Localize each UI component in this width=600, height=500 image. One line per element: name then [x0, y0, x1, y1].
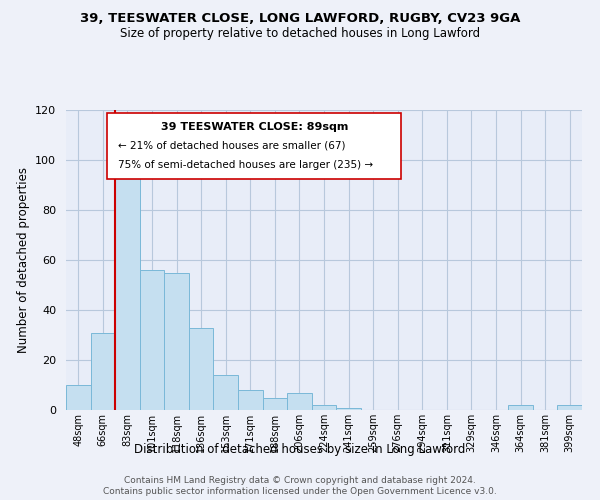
Bar — [91, 332, 115, 410]
Bar — [508, 405, 533, 410]
Text: 39 TEESWATER CLOSE: 89sqm: 39 TEESWATER CLOSE: 89sqm — [161, 122, 348, 132]
Bar — [164, 272, 189, 410]
Text: ← 21% of detached houses are smaller (67): ← 21% of detached houses are smaller (67… — [118, 140, 345, 150]
Bar — [189, 328, 214, 410]
FancyBboxPatch shape — [107, 113, 401, 179]
Text: Size of property relative to detached houses in Long Lawford: Size of property relative to detached ho… — [120, 28, 480, 40]
Bar — [557, 405, 582, 410]
Text: Contains public sector information licensed under the Open Government Licence v3: Contains public sector information licen… — [103, 488, 497, 496]
Y-axis label: Number of detached properties: Number of detached properties — [17, 167, 29, 353]
Bar — [115, 178, 140, 410]
Text: 75% of semi-detached houses are larger (235) →: 75% of semi-detached houses are larger (… — [118, 160, 373, 170]
Bar — [336, 408, 361, 410]
Text: Distribution of detached houses by size in Long Lawford: Distribution of detached houses by size … — [134, 442, 466, 456]
Text: Contains HM Land Registry data © Crown copyright and database right 2024.: Contains HM Land Registry data © Crown c… — [124, 476, 476, 485]
Bar — [287, 392, 312, 410]
Bar — [66, 385, 91, 410]
Bar — [238, 390, 263, 410]
Bar — [214, 375, 238, 410]
Bar — [312, 405, 336, 410]
Text: 39, TEESWATER CLOSE, LONG LAWFORD, RUGBY, CV23 9GA: 39, TEESWATER CLOSE, LONG LAWFORD, RUGBY… — [80, 12, 520, 26]
Bar — [263, 398, 287, 410]
Bar — [140, 270, 164, 410]
